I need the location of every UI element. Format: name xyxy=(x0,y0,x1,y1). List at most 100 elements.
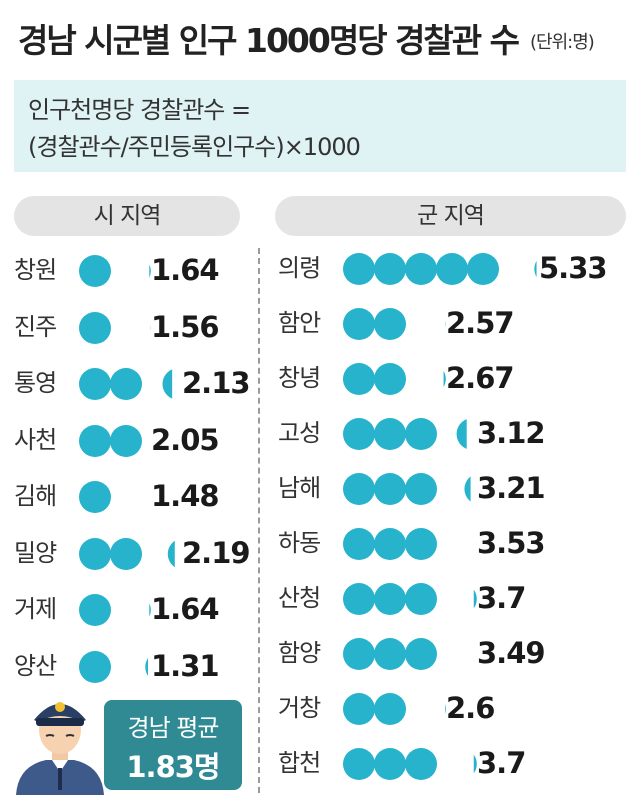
dot-group xyxy=(79,650,149,683)
unit-dot xyxy=(374,638,406,670)
category-label: 사천 xyxy=(14,425,57,454)
unit-dot xyxy=(343,693,375,725)
unit-dot xyxy=(343,253,375,285)
unit-dot xyxy=(343,418,375,450)
unit-dot xyxy=(374,418,406,450)
unit-dot xyxy=(79,650,111,683)
group-header-city: 시 지역 xyxy=(14,196,240,236)
value-label: 2.13 xyxy=(182,366,251,400)
unit-dot xyxy=(343,583,375,615)
average-value: 1.83명 xyxy=(126,750,220,784)
unit-label: (단위:명) xyxy=(530,32,595,53)
partial-dot xyxy=(149,264,151,278)
partial-dot xyxy=(456,419,467,449)
dot-group xyxy=(343,473,471,505)
unit-dot xyxy=(405,748,437,780)
unit-dot xyxy=(374,253,406,285)
dot-group xyxy=(343,748,477,780)
value-label: 3.49 xyxy=(477,636,546,670)
dot-group xyxy=(343,308,446,340)
unit-dot xyxy=(467,253,499,285)
category-label: 밀양 xyxy=(14,538,57,567)
category-label: 거창 xyxy=(278,694,321,722)
value-label: 1.31 xyxy=(151,648,220,683)
dot-group xyxy=(343,693,446,725)
unit-dot xyxy=(79,311,111,344)
category-label: 의령 xyxy=(278,254,321,282)
category-label: 창녕 xyxy=(278,364,321,392)
value-label: 2.57 xyxy=(446,306,515,340)
dot-group xyxy=(79,311,151,344)
unit-dot xyxy=(343,638,375,670)
unit-dot xyxy=(374,583,406,615)
unit-dot xyxy=(343,528,375,560)
partial-dot xyxy=(145,657,149,676)
partial-dot xyxy=(473,589,477,609)
category-label: 진주 xyxy=(14,312,57,341)
dot-group xyxy=(79,255,151,287)
partial-dot xyxy=(162,369,173,399)
unit-dot xyxy=(405,473,437,505)
police-officer-icon xyxy=(16,702,104,795)
category-label: 하동 xyxy=(278,529,321,557)
partial-dot xyxy=(167,540,175,567)
unit-dot xyxy=(374,528,406,560)
category-label: 통영 xyxy=(14,369,57,397)
unit-dot xyxy=(374,693,406,725)
unit-dot xyxy=(110,368,142,400)
formula-line-2: (경찰관수/주민등록인구수)×1000 xyxy=(28,133,361,161)
unit-dot xyxy=(405,638,437,670)
dot-group xyxy=(343,583,477,615)
value-label: 2.19 xyxy=(182,535,251,570)
category-label: 함양 xyxy=(278,639,321,667)
average-box: 경남 평균 1.83명 xyxy=(104,700,242,790)
category-label: 김해 xyxy=(14,482,57,510)
value-label: 1.64 xyxy=(151,592,220,626)
category-label: 고성 xyxy=(278,419,321,447)
category-label: 합천 xyxy=(278,749,321,777)
formula-box: 인구천명당 경찰관수 = (경찰관수/주민등록인구수)×1000 xyxy=(14,80,626,172)
chart-title: 경남 시군별 인구 1000명당 경찰관 수 xyxy=(18,21,520,60)
dot-group xyxy=(79,481,151,513)
dot-group xyxy=(343,418,467,450)
unit-dot xyxy=(110,424,142,457)
unit-dot xyxy=(405,528,437,560)
value-label: 2.05 xyxy=(151,422,220,457)
unit-dot xyxy=(343,363,375,395)
value-label: 3.12 xyxy=(477,416,546,450)
category-label: 창원 xyxy=(14,256,57,284)
value-label: 3.53 xyxy=(477,526,546,560)
category-label: 거제 xyxy=(14,595,57,623)
unit-dot xyxy=(343,308,375,340)
partial-dot xyxy=(443,370,446,388)
group-header-county: 군 지역 xyxy=(275,196,626,236)
unit-dot xyxy=(79,424,111,457)
unit-dot xyxy=(79,368,111,400)
value-label: 3.7 xyxy=(477,581,526,615)
value-label: 1.48 xyxy=(151,479,220,513)
partial-dot xyxy=(445,704,446,714)
dot-group xyxy=(79,594,151,626)
unit-dot xyxy=(79,481,111,513)
dot-group xyxy=(343,638,477,670)
dot-group xyxy=(79,537,175,570)
unit-dot xyxy=(374,748,406,780)
partial-dot xyxy=(464,476,471,502)
value-label: 3.21 xyxy=(477,471,546,505)
value-label: 5.33 xyxy=(539,251,608,285)
category-label: 함안 xyxy=(278,309,321,337)
partial-dot xyxy=(534,260,537,278)
value-label: 1.64 xyxy=(151,253,220,287)
dot-group xyxy=(343,253,537,285)
group-divider xyxy=(258,248,260,793)
value-label: 2.6 xyxy=(446,691,495,725)
unit-dot xyxy=(110,537,142,570)
formula-line-1: 인구천명당 경찰관수 = xyxy=(28,96,251,124)
dot-group xyxy=(79,368,173,400)
partial-dot xyxy=(473,754,477,774)
unit-dot xyxy=(405,583,437,615)
unit-dot xyxy=(374,363,406,395)
dot-group xyxy=(79,424,142,457)
unit-dot xyxy=(79,594,111,626)
average-label: 경남 평균 xyxy=(127,714,220,742)
